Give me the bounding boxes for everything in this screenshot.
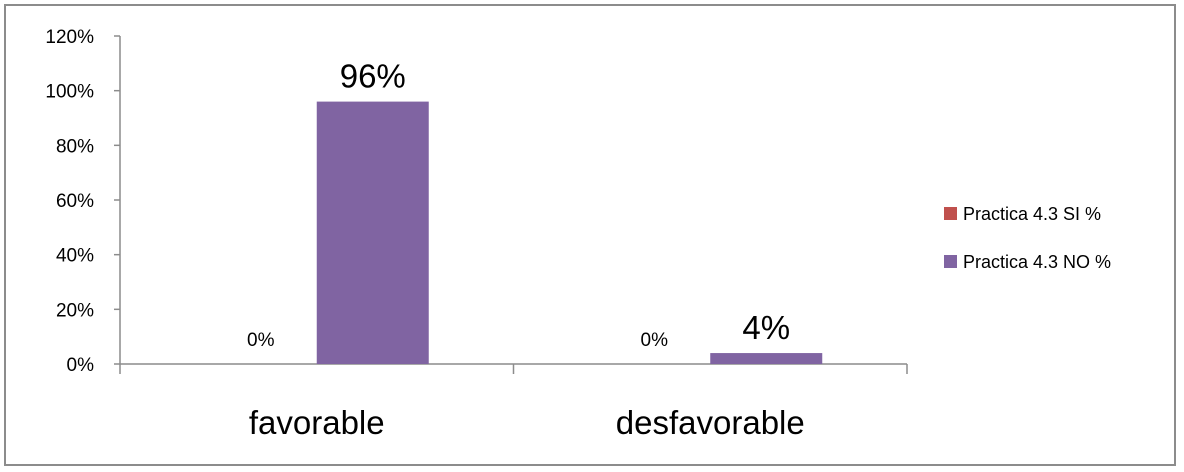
bar	[710, 353, 823, 364]
legend-label: Practica 4.3 SI %	[963, 204, 1101, 224]
data-label: 96%	[340, 58, 406, 95]
bars	[316, 101, 823, 364]
legend-label: Practica 4.3 NO %	[963, 252, 1111, 272]
y-tick-label: 20%	[56, 300, 94, 321]
y-tick-label: 100%	[45, 82, 94, 103]
y-tick-label: 120%	[45, 27, 94, 48]
legend: Practica 4.3 SI % Practica 4.3 NO %	[944, 204, 1111, 272]
legend-swatch	[944, 255, 957, 268]
y-tick-label: 80%	[56, 136, 94, 157]
y-tick-label: 60%	[56, 191, 94, 212]
x-category-label: favorable	[249, 404, 385, 441]
data-label: 0%	[247, 330, 275, 351]
y-tick-label: 40%	[56, 246, 94, 267]
x-axis: favorable desfavorable	[119, 363, 908, 441]
bar	[316, 101, 429, 364]
y-axis: 0% 20% 40% 60% 80% 100% 120%	[45, 27, 121, 376]
data-label: 4%	[742, 309, 790, 346]
chart-frame	[4, 4, 1176, 466]
data-labels: 0% 0% 96% 4%	[247, 58, 790, 351]
x-category-label: desfavorable	[616, 404, 805, 441]
legend-swatch	[944, 207, 957, 220]
data-label: 0%	[641, 330, 669, 351]
y-tick-label: 0%	[67, 355, 95, 376]
